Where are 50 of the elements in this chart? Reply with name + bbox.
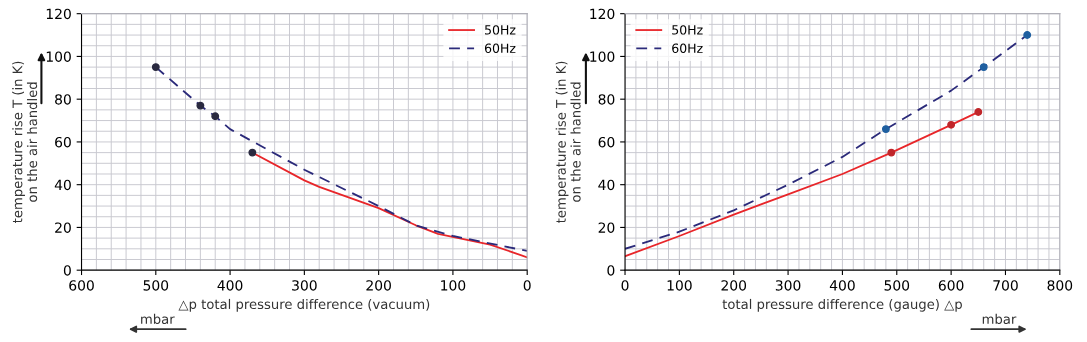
x-tick-label: 200 <box>366 280 391 291</box>
x-tick-label: 300 <box>292 280 317 291</box>
point <box>248 148 257 157</box>
x-axis-title: △p total pressure difference (vacuum) <box>178 298 430 312</box>
y-tick-label: 100 <box>590 51 615 62</box>
x-tick-label: 600 <box>69 280 94 291</box>
legend-label: 60Hz <box>672 43 703 53</box>
legend-label: 60Hz <box>484 43 516 53</box>
point <box>211 112 220 121</box>
y-tick-label: 40 <box>54 179 71 191</box>
legend-label: 50Hz <box>485 25 516 35</box>
y-tick-label: 40 <box>598 179 615 191</box>
point <box>947 120 956 129</box>
x-tick-label: 600 <box>938 280 964 291</box>
y-tick-label: 80 <box>55 94 71 105</box>
y-tick-label: 60 <box>598 136 615 148</box>
x-tick-label: 100 <box>667 280 692 291</box>
point <box>881 125 890 134</box>
x-tick-label: 500 <box>884 280 910 291</box>
point <box>887 148 896 157</box>
point <box>151 63 160 72</box>
x-tick-label: 800 <box>1047 280 1073 291</box>
y-tick-label: 20 <box>55 222 71 233</box>
point <box>974 108 983 116</box>
point <box>979 63 988 72</box>
point <box>196 101 205 110</box>
x-axis-title: total pressure difference (gauge) △p <box>722 298 962 312</box>
x-tick-label: 0 <box>621 280 629 291</box>
y-tick-label: 60 <box>55 136 71 148</box>
y-tick-label: 100 <box>46 51 71 62</box>
y-tick-label: 120 <box>46 8 71 20</box>
legend-label: 50Hz <box>672 25 703 35</box>
x-tick-label: 300 <box>775 280 801 291</box>
y-tick-label: 120 <box>590 8 615 20</box>
text: mbar <box>141 313 175 325</box>
y-tick-label: 20 <box>598 222 615 233</box>
x-tick-label: 0 <box>523 280 531 291</box>
y-axis-title: temperature rise T (in K) on the air handled <box>12 61 38 223</box>
point <box>1023 31 1032 40</box>
x-tick-label: 700 <box>993 280 1018 291</box>
text: mbar <box>982 313 1017 325</box>
x-tick-label: 400 <box>217 280 243 291</box>
x-tick-label: 200 <box>721 280 747 291</box>
x-tick-label: 100 <box>441 280 466 291</box>
y-axis-title: temperature rise T (in K) on the air handled <box>555 61 581 223</box>
x-tick-label: 400 <box>829 280 855 291</box>
y-tick-label: 80 <box>598 94 615 105</box>
x-tick-label: 500 <box>143 280 169 291</box>
y-tick-label: 0 <box>63 265 71 276</box>
y-tick-label: 0 <box>607 265 615 276</box>
